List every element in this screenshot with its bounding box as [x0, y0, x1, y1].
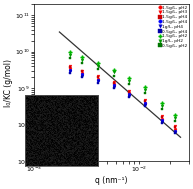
Y-axis label: I₀/KC (g/mol): I₀/KC (g/mol): [4, 59, 13, 107]
X-axis label: q (nm⁻¹): q (nm⁻¹): [95, 176, 128, 185]
Legend: 1.5g/L, pH2, 1.5g/L, pH3, 1.5g/L, pH4, 1.5g/L, pH4, 1g/L, pH4, 0.5g/L, pH4, 1.5g: 1.5g/L, pH2, 1.5g/L, pH3, 1.5g/L, pH4, 1…: [159, 5, 188, 48]
